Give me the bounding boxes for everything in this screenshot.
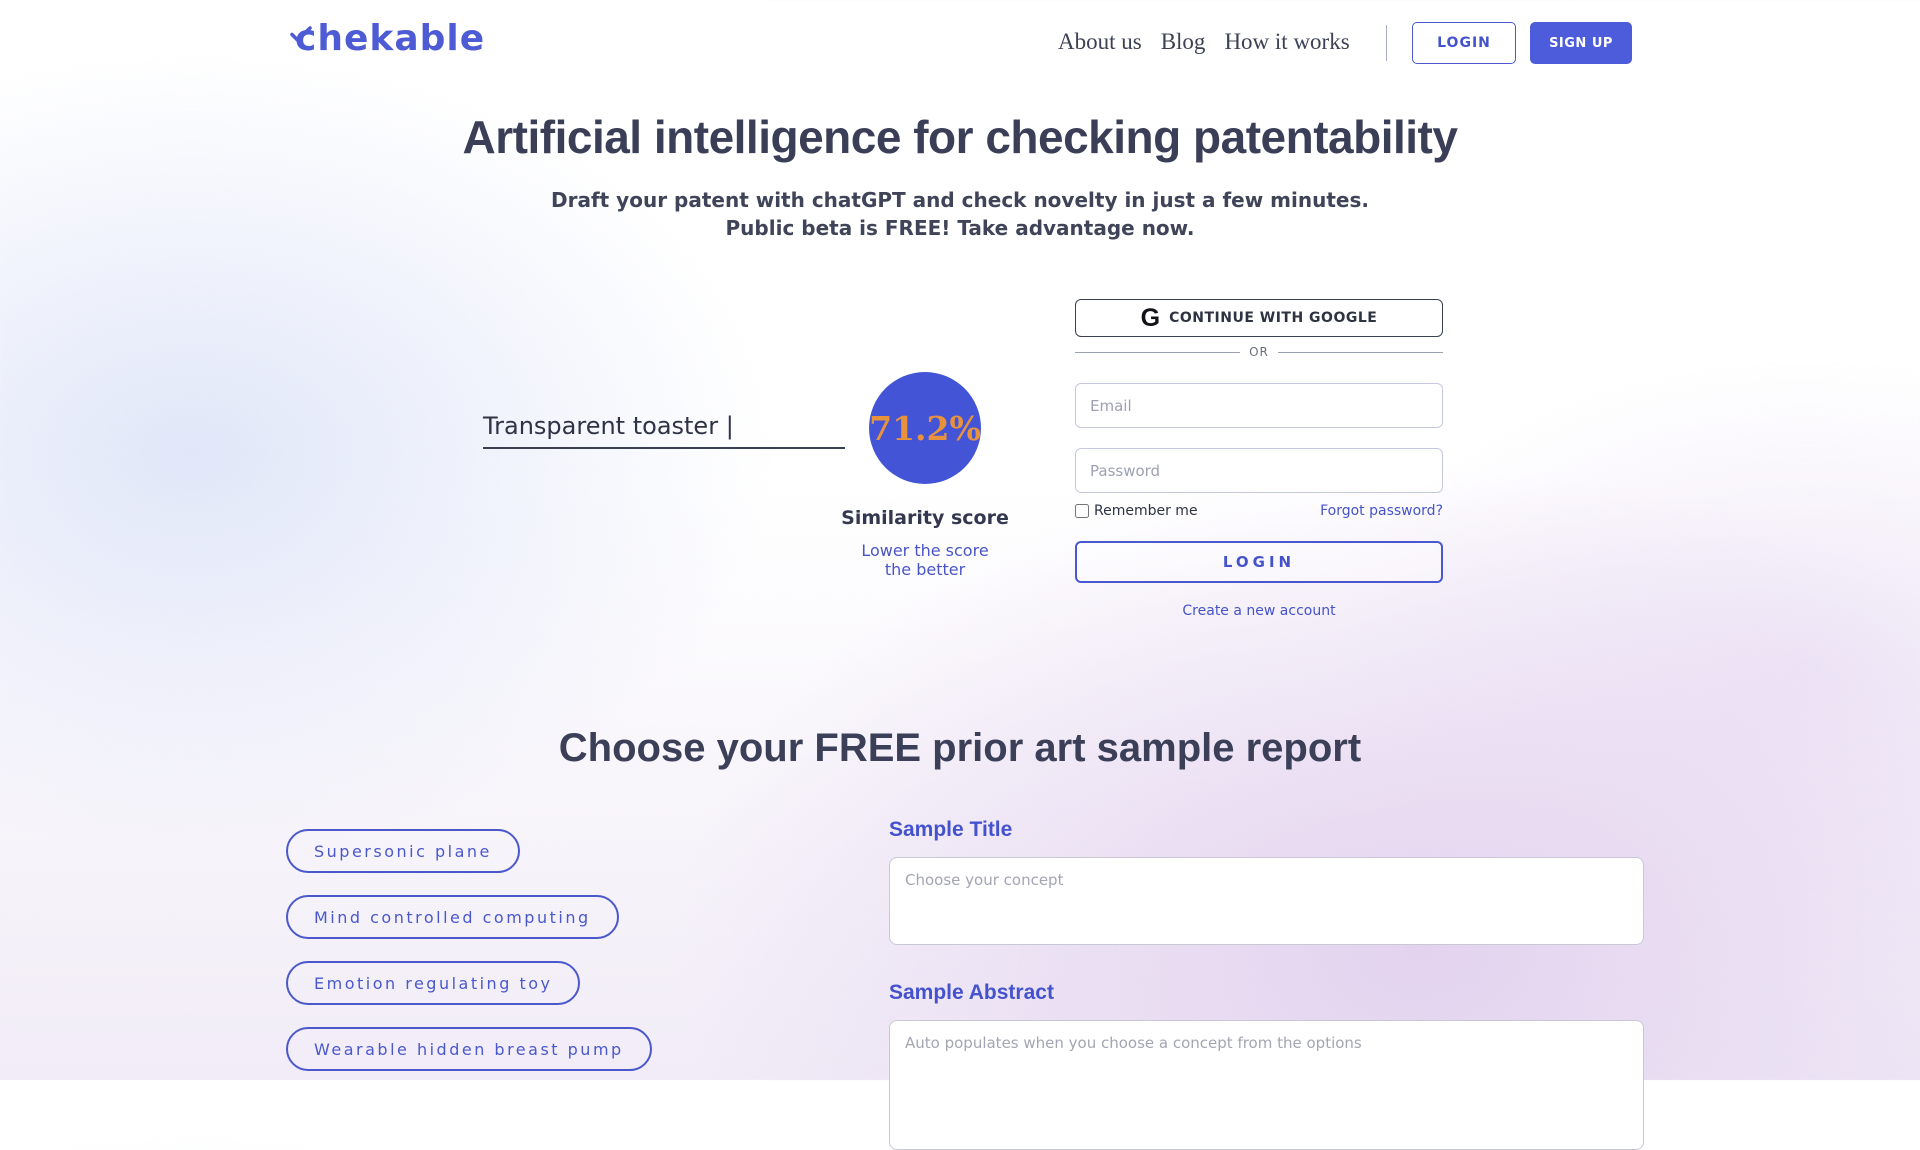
header-signup-button[interactable]: SIGN UP — [1530, 22, 1632, 64]
sample-abstract-label: Sample Abstract — [889, 981, 1054, 1004]
hero-subtitle: Draft your patent with chatGPT and check… — [0, 186, 1920, 242]
similarity-score-block: Similarity score Lower the score the bet… — [820, 507, 1030, 579]
brand-logo-text: chekable — [295, 18, 486, 59]
nav-about-us[interactable]: About us — [1058, 29, 1142, 54]
email-field[interactable] — [1075, 383, 1443, 428]
pill-emotion-regulating-toy[interactable]: Emotion regulating toy — [286, 961, 581, 1005]
brand-logo[interactable]: chekable — [290, 18, 486, 59]
continue-with-google-button[interactable]: G CONTINUE WITH GOOGLE — [1075, 299, 1443, 337]
sample-title-label: Sample Title — [889, 818, 1013, 841]
remember-me-checkbox[interactable] — [1075, 504, 1089, 518]
pill-mind-controlled-computing[interactable]: Mind controlled computing — [286, 895, 619, 939]
nav-how-it-works[interactable]: How it works — [1224, 29, 1350, 54]
hero-subtitle-line2: Public beta is FREE! Take advantage now. — [725, 216, 1195, 240]
google-icon: G — [1140, 303, 1161, 332]
create-account-link[interactable]: Create a new account — [1182, 603, 1336, 619]
password-field[interactable] — [1075, 448, 1443, 493]
remember-forgot-row: Remember me Forgot password? — [1075, 503, 1443, 519]
checkmark-icon — [289, 11, 313, 52]
header-divider — [1386, 25, 1387, 61]
google-button-label: CONTINUE WITH GOOGLE — [1169, 310, 1378, 326]
similarity-score-circle: 71.2% — [869, 372, 981, 484]
sample-section-heading: Choose your FREE prior art sample report — [558, 726, 1362, 770]
sample-title-textarea[interactable] — [889, 857, 1644, 945]
or-divider: OR — [1075, 345, 1444, 359]
pill-supersonic-plane[interactable]: Supersonic plane — [286, 829, 520, 873]
or-divider-label: OR — [1249, 345, 1269, 359]
demo-query-text: Transparent toaster | — [483, 412, 734, 440]
hero-subtitle-line1: Draft your patent with chatGPT and check… — [551, 188, 1369, 212]
nav-blog[interactable]: Blog — [1160, 29, 1206, 54]
demo-input-underline — [483, 447, 845, 449]
create-account-row: Create a new account — [1075, 600, 1443, 619]
similarity-score-hint: Lower the score the better — [861, 541, 989, 579]
hero-title: Artificial intelligence for checking pat… — [462, 111, 1458, 163]
login-submit-button[interactable]: LOGIN — [1075, 541, 1443, 583]
main-nav: About us Blog How it works — [1058, 29, 1350, 55]
concept-pill-list: Supersonic plane Mind controlled computi… — [286, 829, 652, 1093]
forgot-password-link[interactable]: Forgot password? — [1320, 503, 1443, 519]
pill-wearable-hidden-breast-pump[interactable]: Wearable hidden breast pump — [286, 1027, 652, 1071]
similarity-score-label: Similarity score — [841, 507, 1009, 529]
remember-me-label[interactable]: Remember me — [1075, 503, 1198, 519]
header-login-button[interactable]: LOGIN — [1412, 22, 1516, 64]
similarity-score-value: 71.2% — [869, 408, 981, 448]
sample-abstract-textarea[interactable] — [889, 1020, 1644, 1150]
